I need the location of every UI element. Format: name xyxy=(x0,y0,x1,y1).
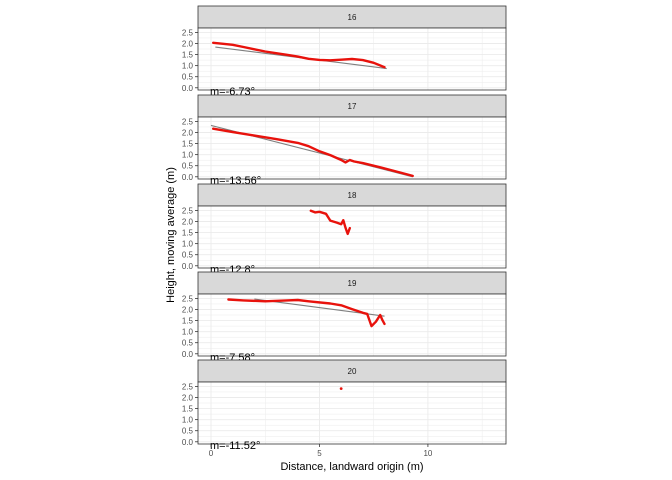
y-tick-label: 0.5 xyxy=(182,339,194,348)
y-tick-label: 0.0 xyxy=(182,438,194,447)
strip-label: 18 xyxy=(348,191,357,200)
x-tick-label: 10 xyxy=(423,449,432,458)
panel-17: 170.00.51.01.52.02.5m=-13.56° xyxy=(182,94,507,187)
y-tick-label: 2.5 xyxy=(182,117,194,126)
observed-line xyxy=(212,41,386,69)
observed-point xyxy=(339,387,343,391)
panel-border xyxy=(197,116,507,180)
plot-background xyxy=(198,382,506,444)
y-tick-label: 1.0 xyxy=(182,151,194,160)
observed-line xyxy=(227,298,386,328)
grid-lines xyxy=(198,294,506,356)
y-tick-label: 1.0 xyxy=(182,62,194,71)
chart-panels: 160.00.51.01.52.02.5m=-6.73°170.00.51.01… xyxy=(182,5,507,452)
panel-border xyxy=(197,381,507,445)
y-tick-label: 1.5 xyxy=(182,229,194,238)
y-tick-label: 1.5 xyxy=(182,140,194,149)
y-tick-label: 1.0 xyxy=(182,328,194,337)
y-tick-label: 0.0 xyxy=(182,84,194,93)
y-tick-label: 0.5 xyxy=(182,251,194,260)
x-axis-title: Distance, landward origin (m) xyxy=(280,461,423,473)
y-tick-label: 2.5 xyxy=(182,294,194,303)
grid-lines xyxy=(198,382,506,444)
slope-annotation: m=-11.52° xyxy=(210,440,260,452)
plot-background xyxy=(198,206,506,268)
panel-border xyxy=(197,27,507,91)
grid-lines xyxy=(198,206,506,268)
observed-line xyxy=(309,209,351,236)
x-tick-label: 0 xyxy=(209,449,214,458)
y-tick-label: 1.0 xyxy=(182,416,194,425)
panel-border xyxy=(197,293,507,357)
observed-line xyxy=(212,127,414,178)
y-tick-label: 2.0 xyxy=(182,306,194,315)
panel-18: 180.00.51.01.52.02.5m=-12.8° xyxy=(182,183,507,276)
panel-border xyxy=(197,205,507,269)
strip-label: 17 xyxy=(348,102,357,111)
y-tick-label: 1.5 xyxy=(182,317,194,326)
y-axis-title: Height, moving average (m) xyxy=(165,167,177,303)
y-tick-label: 0.0 xyxy=(182,262,194,271)
plot-background xyxy=(198,294,506,356)
y-tick-label: 2.5 xyxy=(182,382,194,391)
y-tick-label: 2.5 xyxy=(182,206,194,215)
strip-label: 20 xyxy=(348,367,357,376)
y-tick-label: 0.5 xyxy=(182,427,194,436)
y-tick-label: 0.5 xyxy=(182,162,194,171)
y-tick-label: 2.0 xyxy=(182,40,194,49)
x-tick-label: 5 xyxy=(317,449,322,458)
plot-background xyxy=(198,117,506,179)
y-tick-label: 0.0 xyxy=(182,173,194,182)
y-tick-label: 0.0 xyxy=(182,350,194,359)
grid-lines xyxy=(198,117,506,179)
strip-label: 19 xyxy=(348,279,357,288)
strip-label: 16 xyxy=(348,13,357,22)
panel-16: 160.00.51.01.52.02.5m=-6.73° xyxy=(182,5,507,98)
x-axis: 0 5 10 xyxy=(209,444,433,458)
y-tick-label: 0.5 xyxy=(182,73,194,82)
y-tick-label: 2.0 xyxy=(182,218,194,227)
y-tick-label: 2.0 xyxy=(182,129,194,138)
panel-19: 190.00.51.01.52.02.5m=-7.58° xyxy=(182,271,507,364)
y-tick-label: 2.0 xyxy=(182,394,194,403)
y-tick-label: 1.5 xyxy=(182,51,194,60)
y-tick-label: 1.5 xyxy=(182,405,194,414)
y-tick-label: 1.0 xyxy=(182,240,194,249)
y-tick-label: 2.5 xyxy=(182,28,194,37)
panel-20: 20 0.0 0.5 1.0 1.5 2.0 2.5 m=-11.52° xyxy=(182,359,507,452)
grid-lines xyxy=(198,28,506,90)
